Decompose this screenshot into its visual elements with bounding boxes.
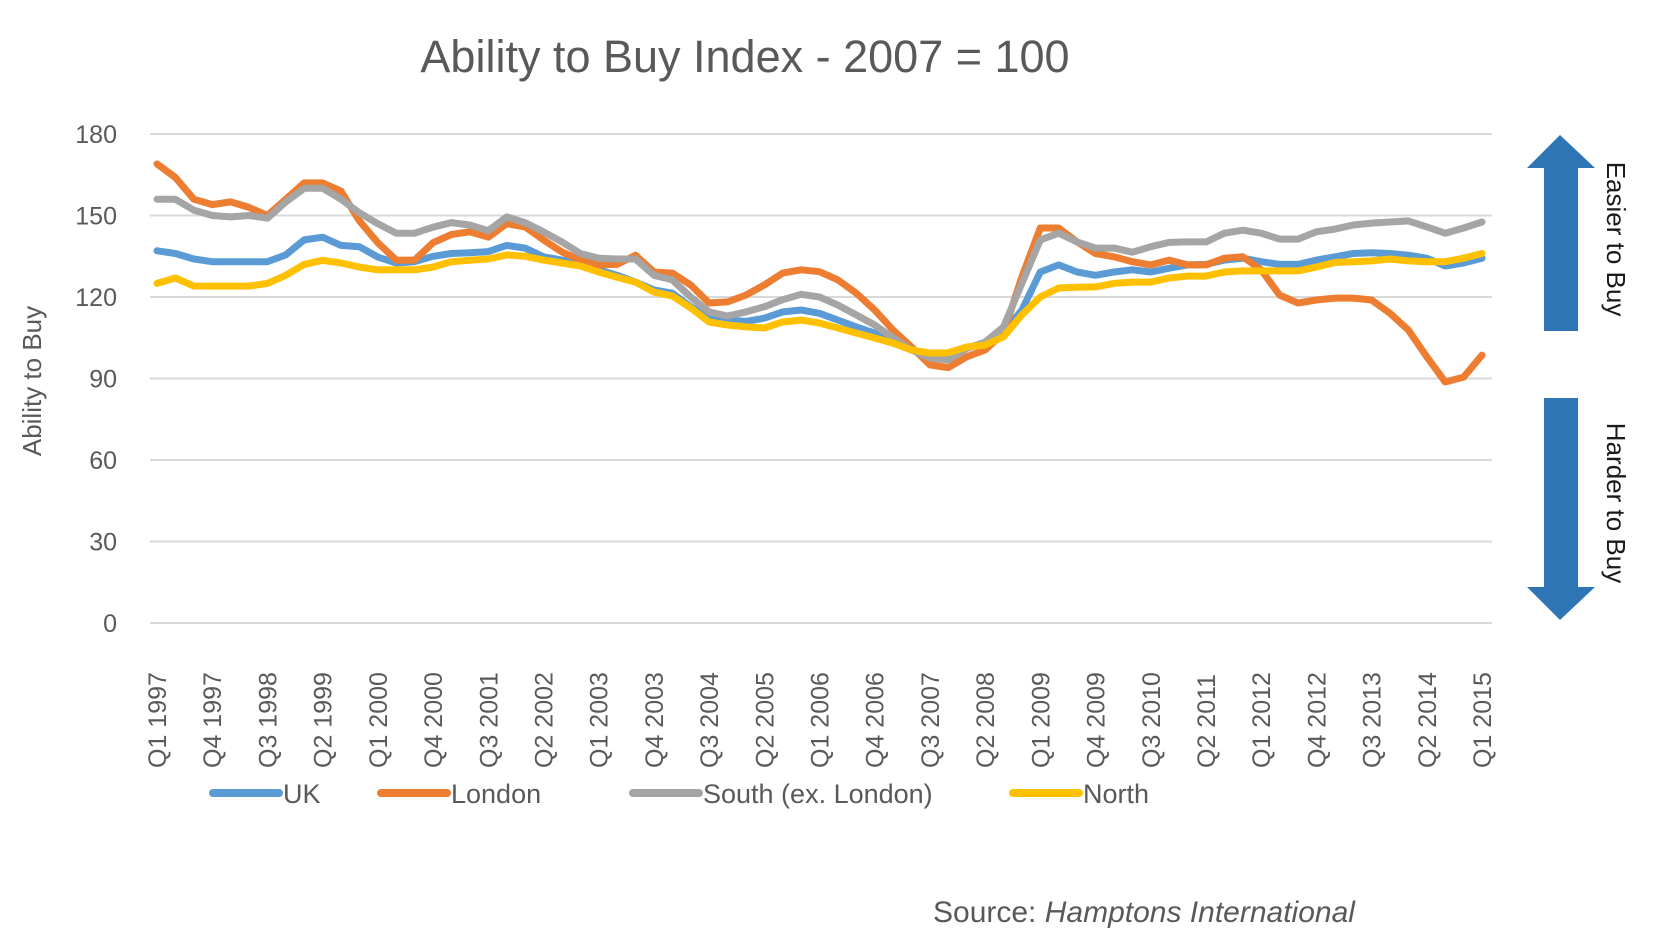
harder-annotation: Harder to Buy bbox=[1527, 398, 1631, 620]
x-tick-label: Q2 2002 bbox=[530, 672, 558, 768]
x-tick-label: Q4 2006 bbox=[862, 672, 890, 768]
y-tick-label: 30 bbox=[89, 529, 117, 557]
source-note: Source: Hamptons International bbox=[933, 896, 1355, 930]
x-tick-label: Q4 2003 bbox=[641, 672, 669, 768]
x-tick-label: Q3 2004 bbox=[696, 672, 724, 768]
series-line-uk bbox=[153, 233, 1486, 359]
down-arrow-icon bbox=[1527, 398, 1595, 620]
x-tick-label: Q1 2000 bbox=[365, 672, 393, 768]
x-tick-label: Q2 2005 bbox=[751, 672, 779, 768]
series-lines bbox=[153, 160, 1486, 386]
x-tick-label: Q2 1999 bbox=[310, 672, 338, 768]
legend-label: London bbox=[451, 779, 541, 809]
x-tick-label: Q4 2012 bbox=[1303, 672, 1331, 768]
chart-title: Ability to Buy Index - 2007 = 100 bbox=[420, 31, 1069, 82]
legend-label: North bbox=[1083, 779, 1149, 809]
x-tick-label: Q4 2000 bbox=[420, 672, 448, 768]
x-tick-label: Q4 1997 bbox=[199, 672, 227, 768]
harder-to-buy-label: Harder to Buy bbox=[1601, 423, 1631, 583]
x-tick-label: Q2 2014 bbox=[1414, 672, 1442, 768]
y-tick-label: 60 bbox=[89, 447, 117, 475]
x-tick-label: Q3 1998 bbox=[254, 672, 282, 768]
x-tick-label: Q1 2009 bbox=[1027, 672, 1055, 768]
x-tick-label: Q1 1997 bbox=[144, 672, 172, 768]
x-tick-label: Q2 2008 bbox=[972, 672, 1000, 768]
legend-label: South (ex. London) bbox=[703, 779, 933, 809]
y-tick-label: 90 bbox=[89, 366, 117, 394]
legend-label: UK bbox=[283, 779, 321, 809]
up-arrow-icon bbox=[1527, 135, 1595, 331]
legend-item: UK bbox=[209, 779, 321, 809]
x-tick-label: Q1 2015 bbox=[1469, 672, 1497, 768]
y-tick-label: 0 bbox=[103, 610, 117, 638]
legend-item: North bbox=[1009, 779, 1149, 809]
x-tick-label: Q1 2003 bbox=[586, 672, 614, 768]
x-tick-label: Q3 2007 bbox=[917, 672, 945, 768]
x-tick-label: Q1 2006 bbox=[807, 672, 835, 768]
legend: UK London South (ex. London) North bbox=[209, 779, 1149, 809]
y-axis-ticks: 0 30 60 90 120 150 180 bbox=[75, 121, 117, 638]
y-tick-label: 120 bbox=[75, 284, 117, 312]
x-tick-label: Q3 2001 bbox=[475, 672, 503, 768]
easier-annotation: Easier to Buy bbox=[1527, 135, 1631, 331]
series-line-north bbox=[153, 250, 1486, 357]
legend-item: South (ex. London) bbox=[629, 779, 933, 809]
y-tick-label: 150 bbox=[75, 203, 117, 231]
legend-item: London bbox=[377, 779, 541, 809]
x-tick-label: Q1 2012 bbox=[1248, 672, 1276, 768]
source-name: Hamptons International bbox=[1044, 896, 1355, 929]
x-tick-label: Q4 2009 bbox=[1083, 672, 1111, 768]
source-label: Source: bbox=[933, 896, 1037, 929]
x-tick-label: Q2 2011 bbox=[1193, 674, 1221, 768]
y-tick-label: 180 bbox=[75, 121, 117, 149]
series-line-south-ex-london bbox=[153, 184, 1486, 364]
y-axis-label: Ability to Buy bbox=[17, 306, 47, 456]
x-axis-ticks: Q1 1997 Q4 1997 Q3 1998 Q2 1999 Q1 2000 Q4 20… bbox=[144, 672, 1497, 768]
x-tick-label: Q3 2010 bbox=[1138, 672, 1166, 768]
x-tick-label: Q3 2013 bbox=[1359, 672, 1387, 768]
easier-to-buy-label: Easier to Buy bbox=[1601, 162, 1631, 317]
